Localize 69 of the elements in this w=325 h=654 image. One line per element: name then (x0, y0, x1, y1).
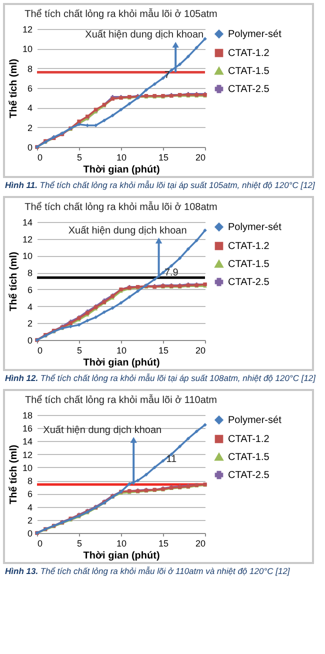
x-axis-title: Thời gian (phút) (83, 358, 160, 368)
annotation: Xuất hiện dung dịch khoan (68, 226, 187, 237)
x-tick-label: 10 (116, 346, 127, 356)
x-tick-label: 10 (116, 152, 127, 162)
legend-label: CTAT-2.5 (228, 84, 270, 95)
y-tick-label: 4 (27, 302, 32, 312)
y-tick-label: 4 (27, 103, 32, 114)
y-tick-label: 2 (27, 318, 32, 329)
x-tick-label: 0 (38, 346, 43, 356)
y-tick-label: 12 (22, 450, 32, 460)
y-tick-label: 4 (27, 502, 32, 512)
annotation: 7.9 (164, 268, 179, 279)
chart-title: Thể tích chất lỏng ra khỏi mẫu lõi ở 105atm (24, 8, 218, 20)
annotation: Xuất hiện dung dịch khoan (85, 30, 204, 41)
y-tick-label: 2 (27, 122, 32, 133)
y-tick-label: 12 (22, 234, 32, 244)
y-tick-label: 16 (22, 424, 32, 434)
legend-label: CTAT-1.2 (228, 434, 270, 445)
y-tick-label: 14 (22, 436, 32, 447)
legend-label: Polymer-sét (228, 415, 282, 426)
y-tick-label: 2 (27, 515, 32, 526)
x-tick-label: 15 (158, 346, 169, 356)
x-tick-label: 5 (76, 346, 82, 356)
legend-label: CTAT-1.5 (228, 452, 270, 463)
chart-title: Thể tích chất lỏng ra khỏi mẫu lõi ở 110atm (24, 394, 218, 406)
x-tick-label: 15 (158, 538, 169, 548)
x-tick-label: 20 (195, 152, 206, 162)
legend-label: CTAT-1.2 (228, 48, 270, 59)
x-tick-label: 5 (76, 538, 82, 548)
y-axis-title: Thể tích (ml) (7, 444, 20, 504)
legend-label: Polymer-sét (228, 29, 282, 40)
y-tick-label: 0 (27, 142, 32, 152)
y-tick-label: 8 (27, 268, 32, 278)
legend-label: CTAT-2.5 (228, 277, 270, 288)
y-axis-title: Thể tích (ml) (7, 252, 20, 312)
legend-label: CTAT-1.5 (228, 259, 270, 270)
y-tick-label: 18 (22, 410, 32, 420)
x-tick-label: 0 (38, 152, 43, 162)
y-axis-title: Thể tích (ml) (7, 58, 20, 118)
y-tick-label: 0 (27, 336, 32, 346)
y-tick-label: 6 (27, 84, 32, 94)
text: Hình 13. Thể tích chất lỏng ra khỏi mẫu lõi ở 110atm và nhiệt độ 120°C [12] (5, 566, 291, 576)
legend-label: CTAT-1.5 (228, 66, 270, 77)
legend-label: CTAT-1.2 (228, 241, 270, 252)
x-tick-label: 20 (195, 538, 206, 548)
text: Hình 11. Thể tích chất lỏng ra khỏi mẫu lõi tại áp suất 105atm, nhiệt độ 120°C [12] (5, 180, 316, 190)
y-tick-label: 12 (22, 24, 32, 34)
x-tick-label: 5 (76, 152, 82, 162)
y-tick-label: 0 (27, 528, 32, 538)
y-tick-label: 10 (22, 44, 32, 54)
legend-label: CTAT-2.5 (228, 470, 270, 481)
y-tick-label: 6 (27, 284, 32, 295)
x-tick-label: 15 (158, 152, 169, 162)
x-tick-label: 10 (116, 538, 127, 548)
text: Hình 12. Thể tích chất lỏng ra khỏi mẫu lõi tại áp suất 108atm, nhiệt độ 120°C [12] (5, 373, 317, 383)
x-axis-title: Thời gian (phút) (83, 550, 160, 562)
legend-label: Polymer-sét (228, 222, 282, 233)
annotation: Xuất hiện dung dịch khoan (43, 424, 162, 436)
y-tick-label: 8 (27, 64, 32, 74)
x-tick-label: 20 (195, 346, 206, 356)
x-tick-label: 0 (38, 538, 43, 548)
annotation: 11 (166, 454, 178, 465)
y-tick-label: 10 (22, 462, 32, 473)
y-tick-label: 6 (27, 489, 32, 500)
y-tick-label: 14 (22, 218, 32, 228)
y-tick-label: 8 (27, 476, 32, 486)
y-tick-label: 10 (22, 251, 32, 262)
x-axis-title: Thời gian (phút) (83, 164, 160, 176)
chart-title: Thể tích chất lỏng ra khỏi mẫu lõi ở 108atm (24, 201, 218, 213)
